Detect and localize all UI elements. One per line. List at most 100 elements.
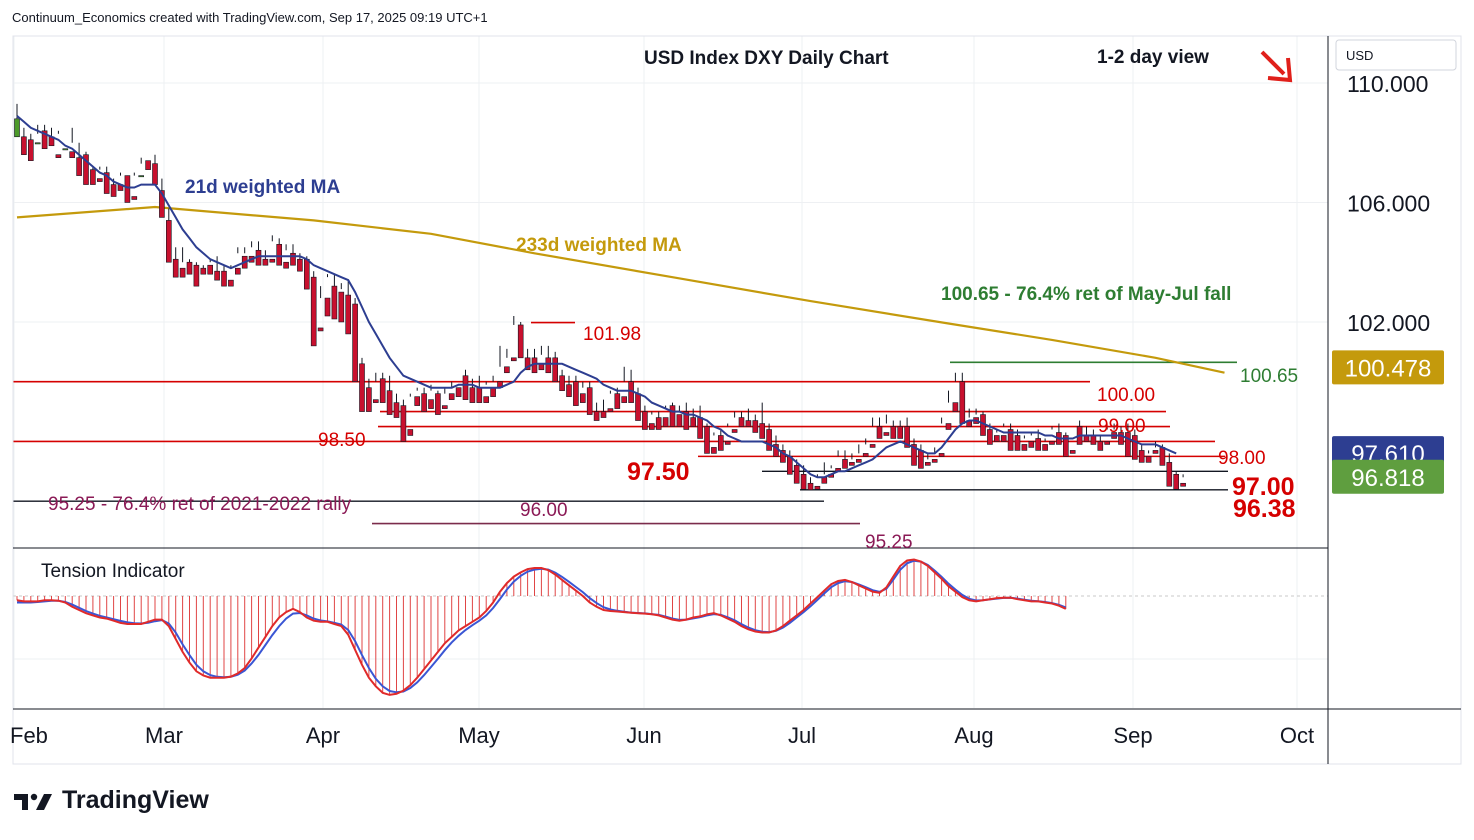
wma21-line (16, 115, 1177, 479)
candle (1076, 420, 1083, 445)
price-badge (1332, 350, 1444, 385)
level-label-98-00: 98.00 (1218, 448, 1266, 469)
candle (97, 166, 103, 182)
candle (359, 357, 365, 412)
price-badge-value: 100.478 (1345, 355, 1432, 382)
candle (621, 366, 628, 403)
candle-body (159, 190, 165, 218)
candle (152, 154, 158, 185)
candle (876, 417, 883, 439)
candle-body (476, 387, 483, 403)
candle (76, 142, 82, 176)
candle-body (600, 411, 607, 418)
level-label-96-00: 96.00 (520, 500, 568, 521)
candle (918, 444, 924, 469)
candle-body (34, 142, 41, 145)
candle-body (911, 444, 917, 466)
brand-name: TradingView (62, 786, 209, 814)
candle-body (807, 482, 814, 491)
candle (1104, 426, 1110, 445)
candle-body (186, 261, 193, 275)
candle-body (317, 327, 324, 332)
candle-body (593, 411, 600, 421)
candle-body (172, 258, 179, 278)
candle (752, 414, 759, 433)
candle (1138, 444, 1145, 463)
candle-body (987, 429, 993, 445)
header-credit: Continuum_Economics created with Trading… (12, 10, 488, 25)
candle (14, 103, 20, 138)
price-chart[interactable]: Tension Indicator 110.000 106.000 102.000 U… (0, 0, 1474, 770)
candle (441, 387, 448, 409)
candle (421, 387, 427, 412)
candle-body (14, 118, 20, 138)
candle-body (352, 303, 358, 383)
candle (338, 283, 345, 323)
candle-body (83, 154, 89, 185)
candle-body (1097, 441, 1104, 451)
candle-body (455, 387, 462, 397)
candle (566, 375, 572, 397)
candle-body (510, 357, 517, 362)
candle-body (276, 244, 283, 266)
candle (766, 423, 772, 451)
candle (469, 378, 476, 403)
price-axis-tick-label: 102.000 (1347, 310, 1430, 336)
candle-body (69, 151, 75, 158)
candle (642, 405, 648, 430)
candle (786, 450, 793, 475)
candle (497, 345, 503, 388)
candle (1118, 426, 1124, 445)
candle (241, 247, 248, 269)
candle-body (1042, 444, 1048, 451)
candle (476, 375, 483, 403)
candle (593, 402, 600, 421)
candle (324, 274, 331, 317)
candle-body (883, 432, 890, 436)
candle-body (1118, 432, 1124, 445)
candle-body (1049, 441, 1055, 445)
candle (711, 432, 717, 454)
candle-body (1125, 432, 1131, 457)
candle (959, 372, 966, 424)
candle (1083, 426, 1090, 442)
candle-body (366, 387, 372, 412)
candle (1063, 432, 1069, 457)
candle-body (918, 450, 924, 469)
candle-body (855, 459, 862, 463)
candle-body (1166, 462, 1173, 487)
candle (27, 133, 34, 161)
candle-body (483, 396, 490, 403)
candle-body (655, 417, 662, 430)
candle (883, 414, 890, 436)
candle-body (642, 411, 648, 430)
currency-box[interactable] (1335, 39, 1457, 71)
time-axis-label: Aug (954, 723, 993, 748)
time-axis-label: Jun (626, 723, 661, 748)
candle-body (579, 393, 586, 403)
candle-body (959, 381, 966, 424)
candle-body (607, 408, 614, 412)
candle-body (269, 258, 276, 263)
candle-body (393, 402, 400, 418)
price-axis-tick-label: 106.000 (1347, 190, 1430, 216)
candle-body (345, 294, 352, 335)
candle (890, 420, 897, 439)
candle (1173, 471, 1179, 490)
candle-body (221, 270, 227, 287)
candle (717, 429, 724, 451)
candle (235, 247, 241, 275)
candle-body (138, 175, 144, 178)
chart-title: USD Index DXY Daily Chart (644, 48, 889, 69)
tradingview-logo[interactable]: TradingView (14, 786, 209, 815)
candle (648, 411, 655, 430)
candle-body (103, 172, 110, 194)
candle-body (1000, 435, 1007, 442)
candle-body (1145, 456, 1152, 463)
currency-label: USD (1346, 48, 1373, 63)
candle-body (379, 378, 386, 403)
candle-body (228, 279, 234, 287)
candle (345, 280, 352, 335)
candle-body (849, 462, 855, 466)
candle (69, 127, 75, 158)
